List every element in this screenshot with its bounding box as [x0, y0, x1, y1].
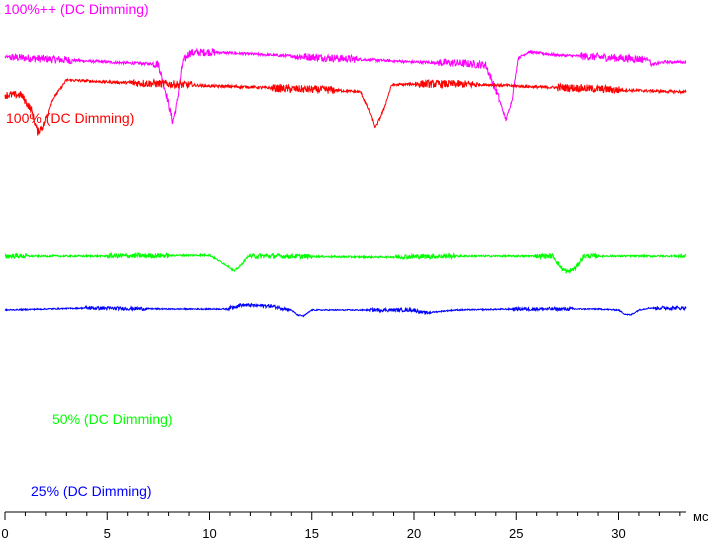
x-tick-label: 0	[1, 526, 8, 541]
x-tick-label: 15	[305, 526, 319, 541]
x-axis-unit-label: мс	[693, 509, 709, 524]
x-tick-label: 5	[104, 526, 111, 541]
series-line-25-dc-dimming	[4, 302, 687, 318]
series-line-100-dc-dimming	[4, 47, 687, 125]
series-label-100-dc-dimming: 100% (DC Dimming)	[6, 110, 134, 126]
x-tick-label: 20	[407, 526, 421, 541]
x-tick-label: 30	[611, 526, 625, 541]
series-label-50-dc-dimming: 50% (DC Dimming)	[52, 411, 173, 427]
traces-layer	[4, 47, 687, 318]
x-axis: 0 5 10 15 20 25 30 мс	[1, 509, 709, 541]
x-tick-label: 25	[509, 526, 523, 541]
x-tick-label: 10	[202, 526, 216, 541]
x-axis-ticks: 0 5 10 15 20 25 30	[1, 512, 681, 541]
series-label-25-dc-dimming: 25% (DC Dimming)	[31, 483, 152, 499]
series-labels-layer: 100%++ (DC Dimming) 100% (DC Dimming) 50% …	[4, 1, 173, 499]
series-label-100-dc-dimming: 100%++ (DC Dimming)	[4, 1, 149, 17]
series-line-50-dc-dimming	[4, 251, 687, 274]
series-line-100-dc-dimming	[4, 77, 687, 136]
